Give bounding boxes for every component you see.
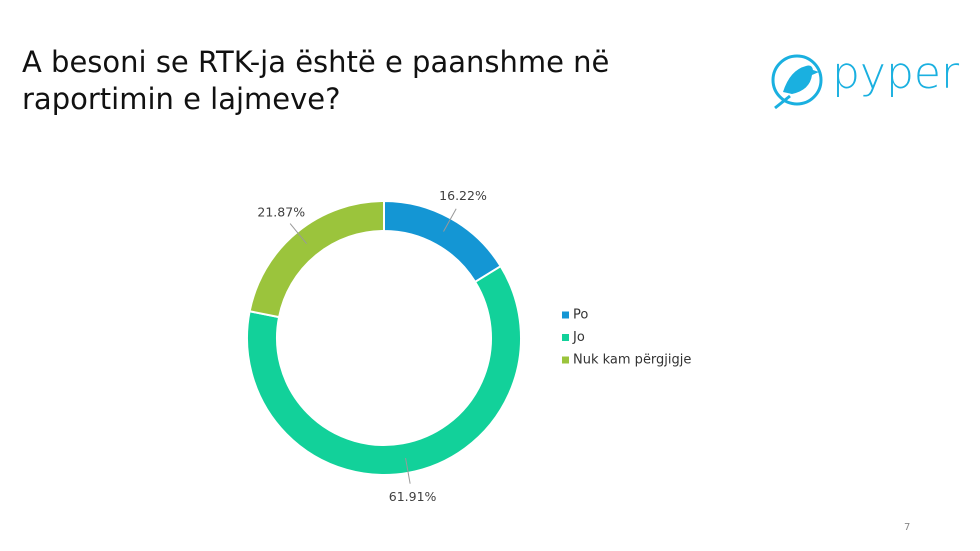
data-label: 16.22% — [439, 188, 487, 203]
title-line: A besoni se RTK-ja është e paanshme në — [22, 45, 609, 79]
donut-segment — [248, 199, 385, 319]
title-line: raportimin e lajmeve? — [22, 82, 341, 116]
logo: pyper — [771, 48, 960, 110]
legend-swatch — [562, 356, 569, 364]
page-number: 7 — [904, 522, 910, 533]
logo-text: pyper — [832, 48, 960, 99]
leader-line — [289, 223, 308, 244]
legend-label: Jo — [572, 330, 585, 345]
logo-tail — [774, 94, 791, 110]
data-label: 21.87% — [257, 204, 305, 219]
donut-segment — [383, 199, 503, 284]
logo-ring — [771, 54, 823, 106]
donut-segment — [246, 264, 522, 476]
data-label: 61.91% — [389, 489, 437, 504]
legend-label: Po — [573, 308, 588, 323]
leader-line — [405, 457, 411, 484]
leader-line — [443, 208, 457, 232]
legend-swatch — [562, 311, 569, 319]
legend-swatch — [562, 334, 569, 341]
logo-bird — [783, 65, 819, 94]
legend-label: Nuk kam përgjigje — [573, 353, 691, 368]
